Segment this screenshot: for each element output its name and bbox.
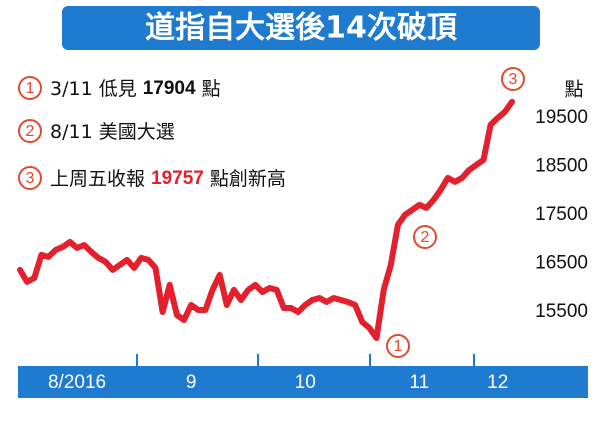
x-tick-label: 9 bbox=[186, 372, 197, 393]
chart-title: 道指自大選後14次破頂 bbox=[145, 11, 458, 46]
title-banner bbox=[62, 6, 540, 50]
marker-number: 1 bbox=[26, 80, 35, 97]
annotation-value: 19757 bbox=[151, 168, 204, 189]
y-tick-label: 18500 bbox=[535, 155, 588, 176]
y-tick-label: 17500 bbox=[535, 204, 588, 225]
annotation-label: 3/11 低見 bbox=[50, 78, 137, 100]
marker-number: 2 bbox=[421, 229, 430, 246]
marker-number: 3 bbox=[509, 71, 518, 88]
annotation-label: 8/11 美國大選 bbox=[50, 121, 175, 143]
y-tick-label: 15500 bbox=[535, 301, 588, 322]
month-dividers bbox=[136, 354, 475, 366]
marker-circle bbox=[18, 166, 42, 190]
marker-circle bbox=[18, 76, 42, 100]
x-tick-label: 12 bbox=[487, 372, 508, 393]
x-axis-band bbox=[18, 366, 588, 398]
annotation-text: 8/11 美國大選 bbox=[50, 121, 175, 143]
x-tick-label: 11 bbox=[409, 372, 429, 393]
annotation-unit: 點 bbox=[202, 78, 221, 100]
annotation-value: 17904 bbox=[143, 78, 196, 99]
annotation-label: 上周五收報 bbox=[50, 168, 145, 190]
marker-number: 3 bbox=[26, 170, 35, 187]
y-axis-label: 點 bbox=[564, 79, 583, 101]
marker-number: 2 bbox=[26, 123, 35, 140]
marker-circle bbox=[413, 225, 437, 249]
y-tick-label: 16500 bbox=[535, 252, 588, 273]
x-tick-label: 10 bbox=[295, 372, 316, 393]
marker-circle bbox=[386, 334, 410, 358]
annotation-text: 上周五收報 19757 點創新高 bbox=[50, 168, 286, 190]
marker-number: 1 bbox=[394, 338, 403, 355]
marker-circle bbox=[18, 119, 42, 143]
marker-circle bbox=[501, 67, 525, 91]
data-line bbox=[17, 98, 515, 341]
annotation-text: 3/11 低見 17904 點 bbox=[50, 78, 221, 100]
x-tick-label: 8/2016 bbox=[48, 372, 106, 393]
annotation-unit: 點創新高 bbox=[210, 168, 286, 190]
y-tick-label: 19500 bbox=[535, 107, 588, 128]
